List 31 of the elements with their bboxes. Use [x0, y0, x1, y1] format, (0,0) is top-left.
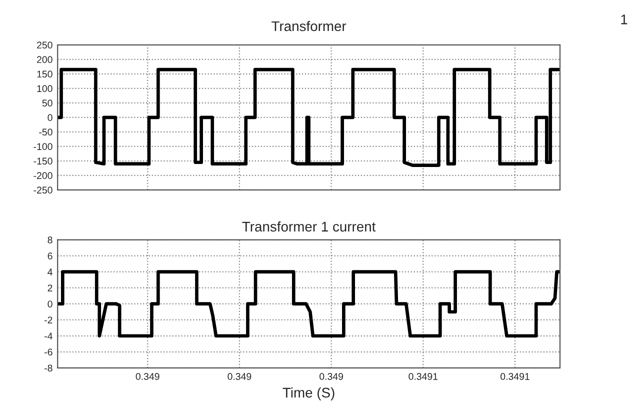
x-tick-label: 0.3491 [408, 373, 438, 380]
y-tick-label: -100 [34, 143, 52, 150]
y-tick-label: -6 [44, 348, 52, 356]
text: 1 [621, 14, 628, 24]
chart-title: Transformer [272, 20, 346, 32]
x-tick-label: 0.349 [320, 373, 344, 380]
y-tick-label: 6 [48, 252, 52, 260]
y-tick-label: -8 [44, 364, 52, 372]
y-tick-label: -50 [39, 128, 52, 136]
y-tick-label: 200 [37, 56, 52, 64]
x-tick-label: 0.349 [228, 373, 252, 380]
y-tick-label: 8 [48, 236, 52, 244]
y-tick-label: 100 [37, 85, 52, 92]
line-series [58, 270, 560, 338]
y-tick-label: 0 [48, 114, 52, 122]
y-tick-label: -200 [34, 172, 52, 180]
y-tick-label: 150 [37, 70, 52, 78]
y-tick-label: -4 [44, 332, 52, 340]
x-axis-title: Time (S) [282, 387, 334, 400]
line-series [58, 68, 560, 167]
y-tick-label: 4 [48, 268, 52, 276]
y-tick-label: 0 [48, 300, 52, 308]
x-tick-label: 0.349 [136, 373, 160, 380]
y-tick-label: -150 [34, 158, 52, 165]
y-tick-label: -250 [34, 186, 52, 194]
y-tick-label: 250 [37, 42, 52, 49]
x-tick-label: 0.3491 [500, 373, 530, 380]
chart-title: Transformer 1 current [242, 221, 376, 232]
y-tick-label: -2 [44, 316, 52, 324]
y-tick-label: 50 [42, 100, 52, 107]
y-tick-label: 2 [48, 284, 52, 292]
